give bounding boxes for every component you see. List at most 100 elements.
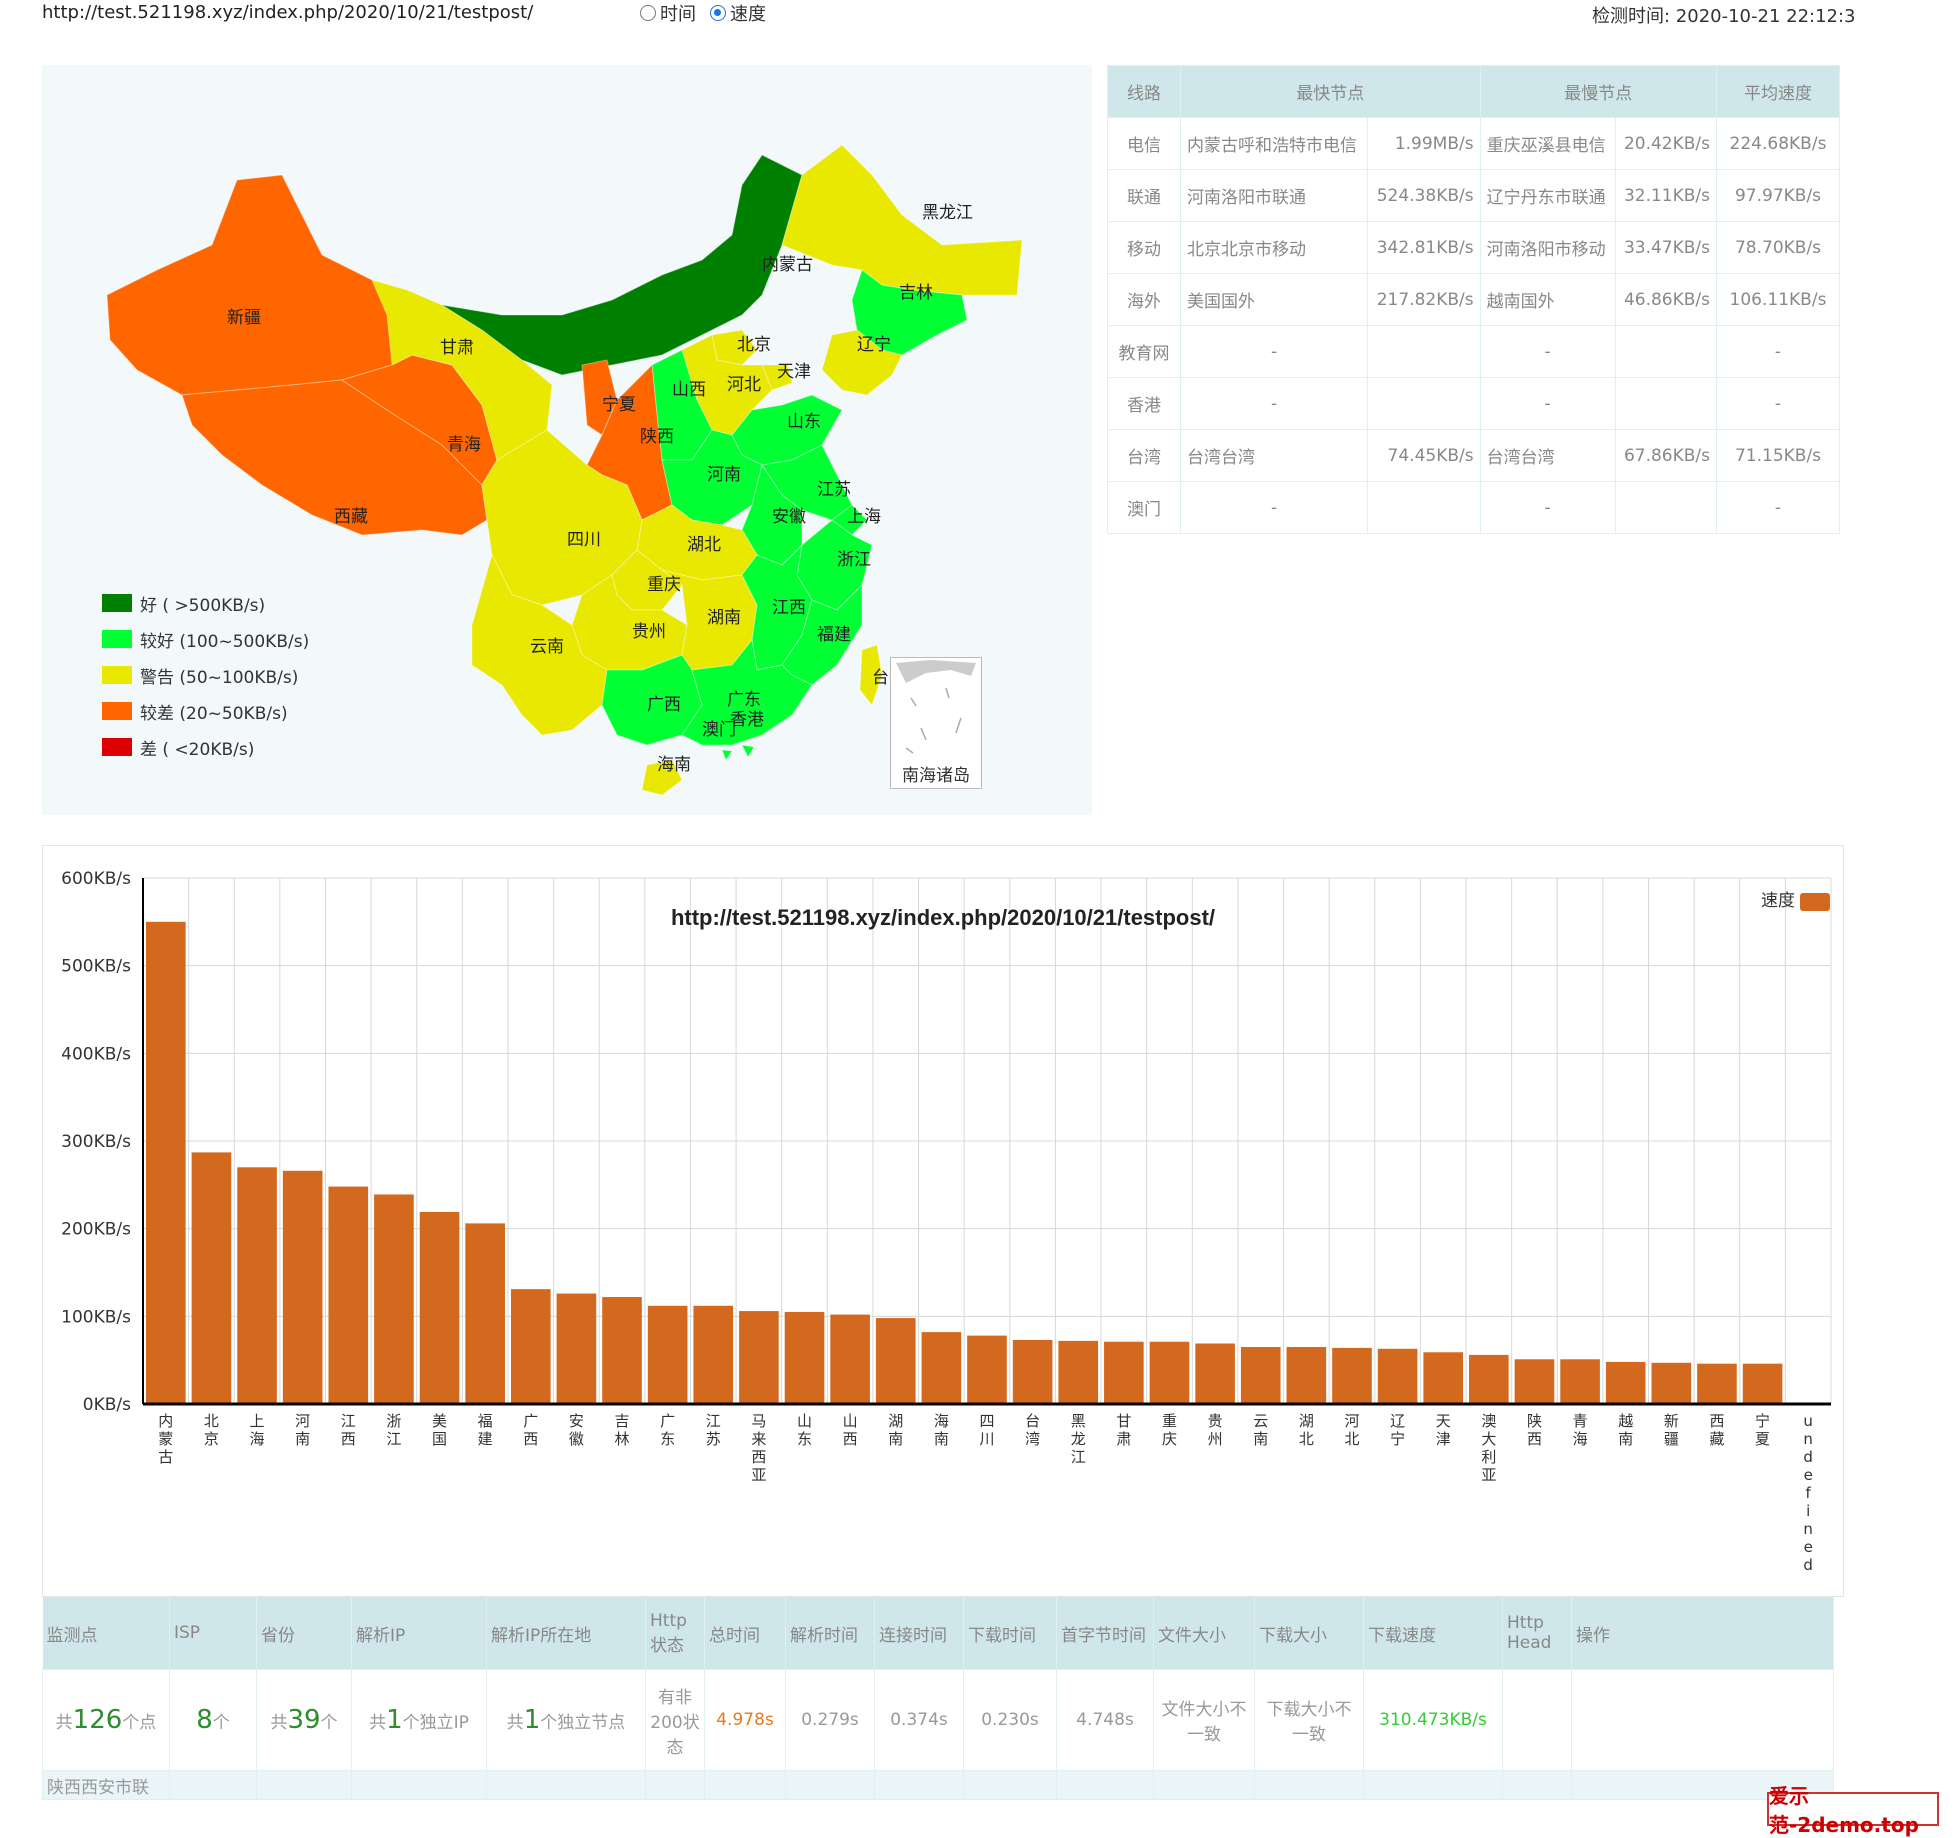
stats-fast-speed: 524.38KB/s (1367, 169, 1481, 222)
chart-bar (191, 1152, 232, 1404)
summary-ip-suffix: 个独立IP (402, 1713, 469, 1733)
province-region[interactable] (859, 644, 883, 707)
province-label: 贵州 (632, 622, 666, 642)
legend-item-warn[interactable]: 警告 (50~100KB/s) (102, 657, 309, 693)
stats-row: 海外 美国国外 217.82KB/s 越南国外 46.86KB/s 106.11KB/s (1107, 273, 1840, 326)
province-label: 广西 (647, 695, 681, 715)
chart-bar (1423, 1352, 1464, 1404)
next-row-node: 陕西西安市联 (42, 1770, 170, 1800)
x-tick-label: 北京 (204, 1412, 219, 1448)
province-label: 湖北 (687, 535, 721, 555)
province-region[interactable] (681, 638, 813, 746)
legend-swatch-poor (102, 702, 132, 720)
province-region[interactable] (851, 269, 968, 356)
summary-file-size: 文件大小不一致 (1153, 1669, 1255, 1771)
summary-download-size: 下载大小不一致 (1254, 1669, 1364, 1771)
stats-body: 电信 内蒙古呼和浩特市电信 1.99MB/s 重庆巫溪县电信 20.42KB/s 224.… (1107, 117, 1840, 534)
stats-line: 联通 (1107, 169, 1181, 222)
chart-bar (693, 1305, 734, 1404)
summary-isp-suffix: 个 (212, 1713, 230, 1733)
stats-fast-speed: 217.82KB/s (1367, 273, 1481, 326)
province-region[interactable] (781, 144, 1023, 296)
radio-time[interactable]: 时间 (640, 0, 696, 26)
province-label: 黑龙江 (922, 203, 973, 223)
x-tick-label: 甘肃 (1116, 1412, 1131, 1448)
province-label: 江西 (772, 598, 806, 618)
chart-bar (739, 1311, 779, 1404)
y-tick-label: 500KB/s (61, 957, 131, 977)
stats-row: 教育网 - - - (1107, 325, 1840, 378)
province-label: 天津 (777, 362, 811, 382)
province-region[interactable] (821, 329, 903, 396)
province-label: 福建 (817, 625, 851, 645)
y-tick-label: 200KB/s (61, 1220, 131, 1240)
province-region[interactable] (741, 744, 755, 759)
summary-actions (1571, 1669, 1834, 1771)
stats-avg: - (1716, 325, 1840, 378)
province-region[interactable] (481, 429, 643, 606)
province-label: 海南 (657, 755, 691, 775)
stats-fast-speed: 1.99MB/s (1367, 117, 1481, 170)
province-region[interactable] (721, 749, 733, 762)
x-tick-label: 安徽 (569, 1412, 584, 1448)
stats-slow-node: 重庆巫溪县电信 (1479, 117, 1616, 170)
summary-header-cell: 解析IP所在地 (486, 1597, 646, 1670)
south-china-sea-inset: 南海诸岛 (890, 657, 982, 789)
summary-province: 共39个 (256, 1669, 352, 1771)
summary-points-suffix: 个点 (122, 1713, 157, 1733)
x-tick-label: 河北 (1344, 1412, 1359, 1448)
province-region[interactable] (181, 379, 488, 536)
view-mode-radios: 时间 速度 (640, 0, 766, 26)
chart-bar (510, 1289, 551, 1404)
summary-header-cell: 下载大小 (1254, 1597, 1364, 1670)
summary-province-prefix: 共 (270, 1713, 288, 1733)
chart-bar (282, 1170, 323, 1404)
chart-legend-swatch (1800, 893, 1830, 911)
stats-line: 香港 (1107, 377, 1181, 430)
x-tick-label: 海南 (934, 1412, 949, 1448)
legend-item-bad[interactable]: 差 ( <20KB/s) (102, 729, 309, 765)
stats-avg: - (1716, 481, 1840, 534)
table-row[interactable]: 陕西西安市联 (42, 1770, 1834, 1800)
x-tick-label: 辽宁 (1390, 1412, 1405, 1448)
summary-total-time: 4.978s (704, 1669, 786, 1771)
stats-line: 海外 (1107, 273, 1181, 326)
stats-slow-speed: 33.47KB/s (1614, 221, 1718, 274)
province-region[interactable] (641, 759, 683, 796)
x-tick-label: 内蒙古 (158, 1412, 173, 1466)
summary-points-value: 126 (72, 1705, 123, 1735)
legend-item-fine[interactable]: 较好 (100~500KB/s) (102, 621, 309, 657)
radio-time-label: 时间 (660, 4, 696, 25)
province-label: 甘肃 (440, 338, 474, 358)
chart-bar (328, 1186, 369, 1404)
stats-slow-node: 越南国外 (1479, 273, 1616, 326)
map-legend: 好 ( >500KB/s) 较好 (100~500KB/s) 警告 (50~10… (102, 585, 309, 765)
chart-bar (967, 1335, 1007, 1404)
province-region[interactable] (471, 553, 608, 736)
summary-header-cell: 连接时间 (874, 1597, 964, 1670)
stats-fast-node: - (1179, 481, 1369, 534)
stats-slow-node: - (1479, 481, 1616, 534)
summary-header-row: 监测点 ISP 省份 解析IP 解析IP所在地 Http状态 总时间 解析时间 连接时间 下载时间… (42, 1597, 1834, 1670)
province-label: 吉林 (899, 283, 933, 303)
radio-speed[interactable]: 速度 (710, 0, 766, 26)
stats-row: 移动 北京北京市移动 342.81KB/s 河南洛阳市移动 33.47KB/s 78.70… (1107, 221, 1840, 274)
legend-item-poor[interactable]: 较差 (20~50KB/s) (102, 693, 309, 729)
stats-slow-node: - (1479, 377, 1616, 430)
radio-speed-circle[interactable] (710, 5, 726, 21)
summary-dns-time: 0.279s (785, 1669, 875, 1771)
province-label: 上海 (847, 507, 881, 527)
province-label: 山东 (787, 412, 821, 432)
legend-item-good[interactable]: 好 ( >500KB/s) (102, 585, 309, 621)
chart-bar (1377, 1348, 1418, 1404)
legend-label-warn: 警告 (50~100KB/s) (140, 667, 299, 688)
chart-bar (830, 1314, 870, 1404)
province-region[interactable] (711, 329, 758, 366)
page-url: http://test.521198.xyz/index.php/2020/10… (42, 2, 534, 23)
chart-legend-label: 速度 (1761, 891, 1795, 911)
legend-label-poor: 较差 (20~50KB/s) (140, 703, 288, 724)
province-label: 广东 (727, 690, 761, 710)
province-region[interactable] (106, 174, 408, 396)
radio-time-circle[interactable] (640, 5, 656, 21)
summary-header-cell: 解析IP (351, 1597, 487, 1670)
